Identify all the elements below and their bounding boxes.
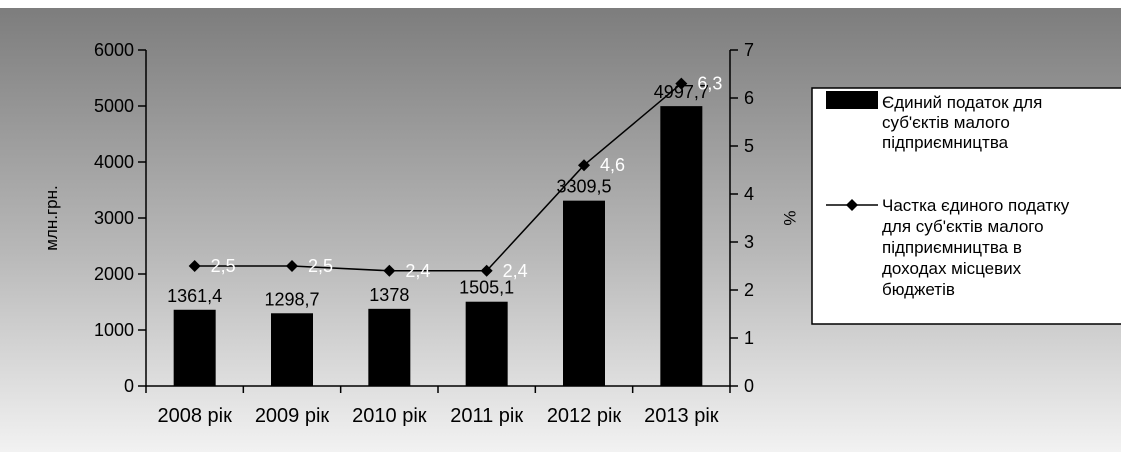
y-tick-label-left: 1000 [94,320,134,340]
bar [173,309,216,386]
y-tick-label-left: 5000 [94,96,134,116]
x-tick-label: 2013 рік [644,405,719,427]
x-tick-label: 2010 рік [352,405,427,427]
y-axis-title-right: % [780,210,799,225]
data-labels: 1361,4 1298,7 1378 1505,1 3309,5 4997,7 2,5 2,5… [167,74,722,310]
y-tick-label-right: 1 [744,328,754,348]
legend-box [811,87,1121,325]
x-tick-label: 2008 рік [157,405,232,427]
y-axis-title-left: млн.грн. [42,185,61,251]
legend-label-bar: підприємництва [882,133,1009,152]
x-tick-label: 2011 рік [450,405,523,427]
share-value-label: 2,5 [308,256,333,276]
legend-label-line: для суб'єктів малого [882,217,1044,236]
legend-label-line: підприємництва в [882,238,1022,257]
share-point [578,159,590,172]
bar-value-label: 1298,7 [264,289,319,309]
y-tick-label-right: 7 [744,40,754,60]
y-tick-label-right: 4 [744,184,754,204]
legend-label-line: бюджетів [882,280,955,299]
y-tick-label-left: 3000 [94,208,134,228]
share-value-label: 4,6 [600,155,625,175]
y-tick-label-right: 6 [744,88,754,108]
bar-value-label: 1505,1 [459,278,514,298]
bar-value-label: 3309,5 [556,177,611,197]
legend-label-bar: суб'єктів малого [882,113,1010,132]
share-point [480,264,493,277]
y-tick-label-right: 2 [744,280,754,300]
bar-value-label: 1361,4 [167,286,222,306]
bar-value-label: 1378 [369,285,409,305]
bar [660,106,703,387]
legend-swatch-bar [826,91,878,109]
line-series [188,77,688,277]
share-point [383,264,396,277]
y-tick-label-right: 5 [744,136,754,156]
share-line [194,83,682,272]
y-tick-label-right: 0 [744,376,754,396]
y-tick-label-left: 4000 [94,152,134,172]
y-tick-label-left: 0 [124,376,134,396]
bar [563,200,605,386]
axes: 0 1000 2000 3000 4000 5000 6000 0 1 2 3 4 5 6 7 2008 рі… [42,40,799,427]
x-tick-label: 2009 рік [255,405,330,427]
share-value-label: 2,5 [211,256,236,276]
legend-swatch-marker [846,199,858,211]
y-tick-label-left: 6000 [94,40,134,60]
legend-label-line: Частка єдиного податку [882,196,1070,215]
share-point [188,260,201,272]
bar-value-label: 4997,7 [654,82,709,102]
share-value-label: 2,4 [503,261,528,281]
x-tick-label: 2012 рік [547,405,622,427]
y-tick-label-right: 3 [744,232,754,252]
share-point [675,77,688,90]
bar [465,301,508,386]
bar [368,308,411,386]
legend-label-bar: Єдиний податок для [882,93,1042,112]
y-tick-label-left: 2000 [94,264,134,284]
legend-label-line: доходах місцевих [882,259,1022,278]
bar [271,313,313,386]
share-value-label: 6,3 [697,74,722,94]
share-point [286,260,298,272]
bars [173,106,703,387]
share-value-label: 2,4 [405,261,430,281]
